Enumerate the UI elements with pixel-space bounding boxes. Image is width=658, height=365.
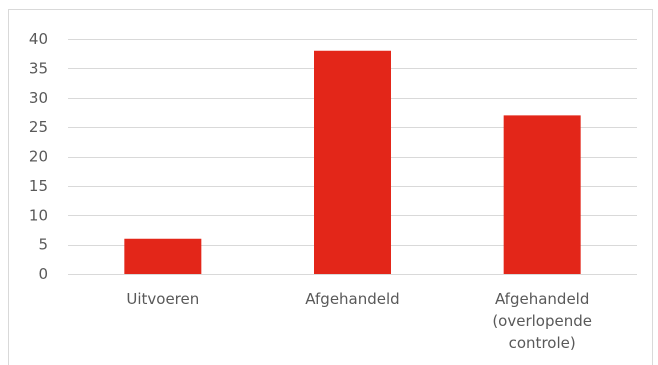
x-tick-label: Uitvoeren [126, 290, 199, 308]
y-tick-label: 35 [29, 59, 48, 77]
x-axis: Uitvoeren Afgehandeld Afgehandeld (overlope… [126, 290, 592, 352]
bar-1 [124, 238, 202, 274]
y-tick-label: 15 [29, 177, 48, 195]
x-tick-label: controle) [509, 334, 576, 352]
bar-2 [314, 50, 391, 274]
y-tick-label: 30 [29, 89, 48, 107]
y-tick-label: 40 [29, 30, 48, 48]
y-tick-label: 20 [29, 148, 48, 166]
y-tick-label: 5 [38, 236, 48, 254]
y-tick-label: 10 [29, 206, 48, 224]
y-tick-label: 25 [29, 118, 48, 136]
x-tick-label: Afgehandeld [495, 290, 589, 308]
x-tick-label: Afgehandeld [305, 290, 399, 308]
bars [124, 50, 581, 274]
y-tick-label: 0 [38, 265, 48, 283]
bar-3 [503, 115, 581, 274]
x-tick-label: (overlopende [492, 312, 592, 330]
y-axis: 0 5 10 15 20 25 30 35 40 [29, 30, 48, 283]
